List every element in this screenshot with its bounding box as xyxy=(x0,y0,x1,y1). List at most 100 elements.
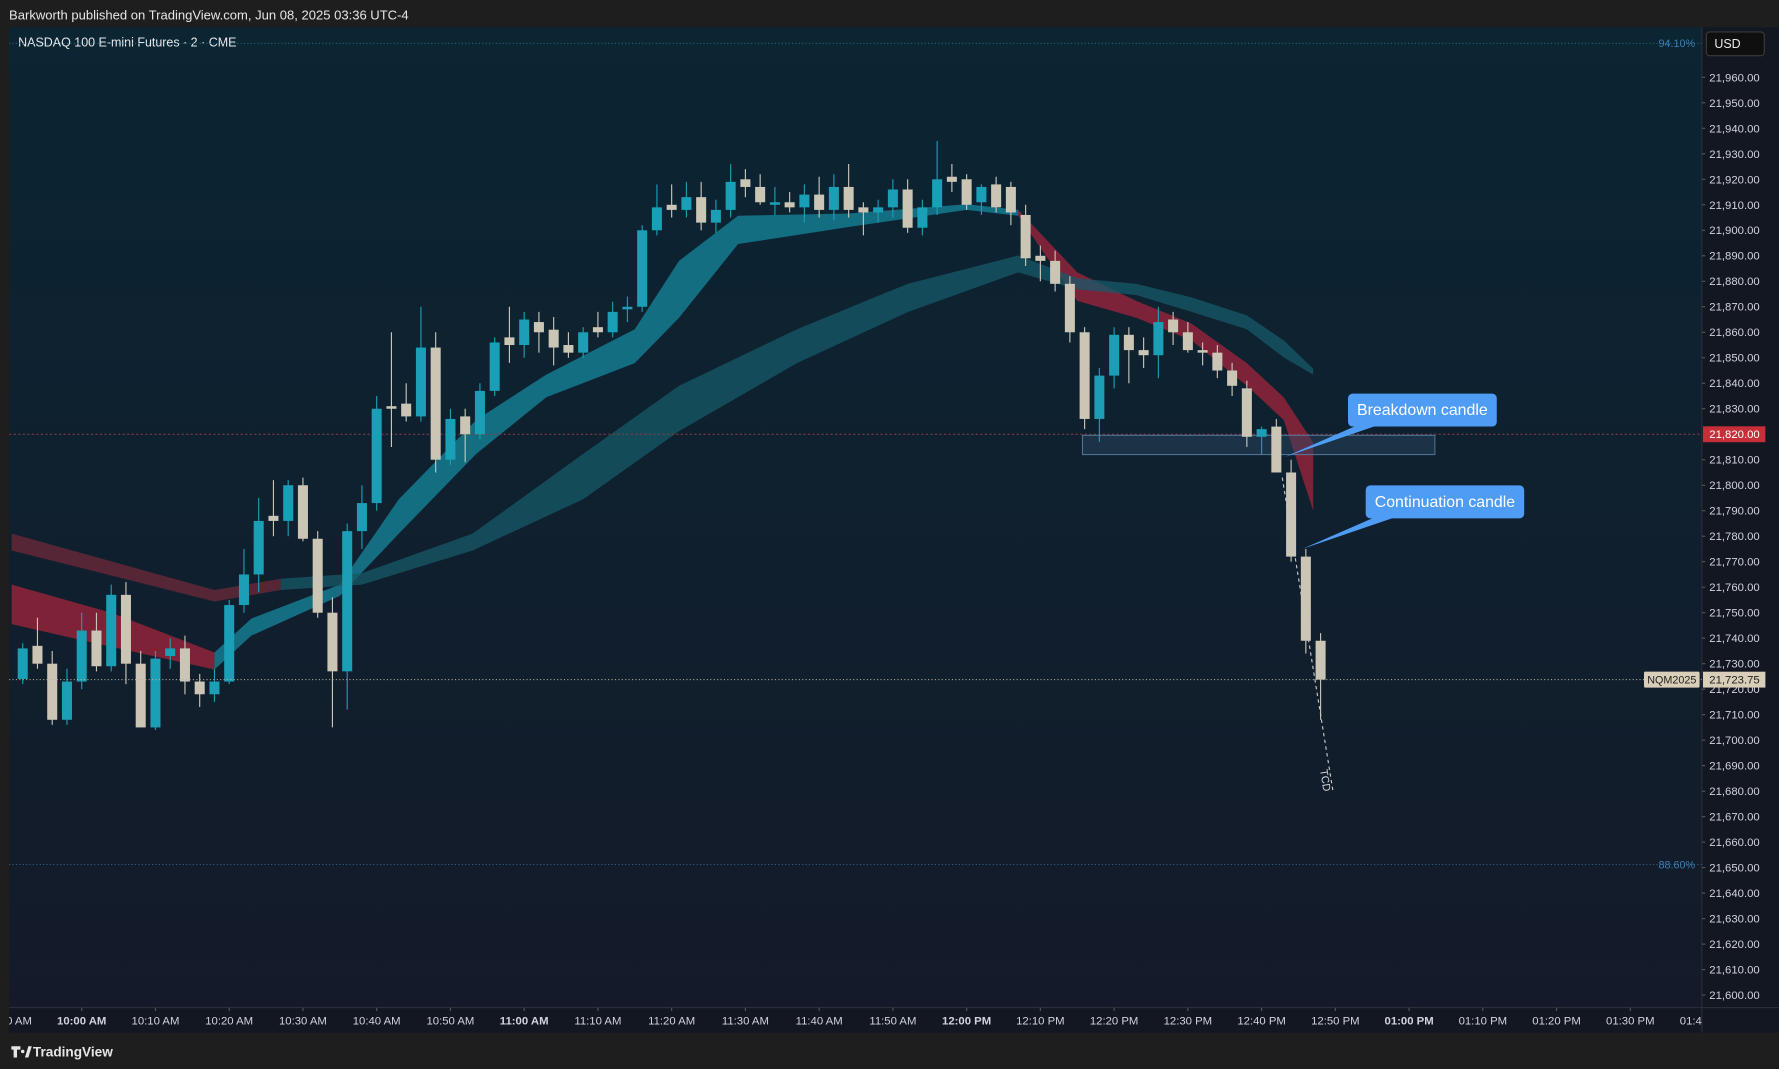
candle-body xyxy=(799,194,810,208)
y-tick-label: 21,860.00 xyxy=(1709,327,1759,339)
y-tick-label: 21,800.00 xyxy=(1709,480,1759,492)
candle-body xyxy=(445,418,456,460)
y-tick-label: 21,850.00 xyxy=(1709,353,1759,365)
candle-body xyxy=(563,345,574,353)
candle-body xyxy=(268,515,279,521)
y-tick-label: 21,740.00 xyxy=(1709,633,1759,645)
price-axis xyxy=(1701,27,1779,1033)
candle-body xyxy=(1094,375,1105,419)
y-tick-label: 21,770.00 xyxy=(1709,557,1759,569)
candle-body xyxy=(1271,426,1282,473)
candle-body xyxy=(740,179,751,187)
y-tick-label: 21,630.00 xyxy=(1709,914,1759,926)
candle-body xyxy=(179,648,190,682)
candle-body xyxy=(150,658,161,728)
candle-body xyxy=(1197,350,1208,353)
y-tick-label: 21,660.00 xyxy=(1709,837,1759,849)
x-tick-label: 11:40 AM xyxy=(796,1016,843,1028)
candle-body xyxy=(548,329,559,348)
candle-body xyxy=(489,342,500,391)
candle-body xyxy=(1079,332,1090,419)
x-tick-label: 12:30 PM xyxy=(1164,1016,1212,1028)
candle-body xyxy=(1315,640,1326,680)
y-tick-label: 21,620.00 xyxy=(1709,939,1759,951)
y-tick-label: 21,780.00 xyxy=(1709,531,1759,543)
candle-body xyxy=(578,332,589,353)
x-tick-label: 01:10 PM xyxy=(1459,1016,1507,1028)
candle-body xyxy=(784,202,795,208)
trend-line xyxy=(1281,477,1334,793)
x-tick-label: 01:30 PM xyxy=(1606,1016,1655,1028)
candle-body xyxy=(1020,214,1031,259)
trend-label: TCD xyxy=(1317,768,1332,792)
x-tick-label: 10:10 AM xyxy=(132,1016,180,1028)
candle-body xyxy=(976,186,987,203)
y-tick-label: 21,710.00 xyxy=(1709,710,1759,722)
level-price-label: 21,820.00 xyxy=(1709,429,1759,441)
candle-body xyxy=(666,204,677,210)
plot: 94.10% 88.60% TCD Breakdown candle Continuat… xyxy=(9,38,1702,872)
y-tick-label: 21,910.00 xyxy=(1709,200,1759,212)
y-tick-label: 21,670.00 xyxy=(1709,812,1759,824)
candle-body xyxy=(1300,556,1311,641)
x-tick-label: 12:10 PM xyxy=(1016,1016,1065,1028)
x-tick-label: 01:40 PM xyxy=(1680,1016,1728,1028)
candle-body xyxy=(327,612,338,672)
y-tick-label: 21,890.00 xyxy=(1709,251,1759,263)
candle-body xyxy=(1005,186,1016,213)
x-axis: 09:50 AM 10:00 AM 10:10 AM 10:20 AM 10:30 AM… xyxy=(0,1007,1728,1028)
candle-body xyxy=(607,311,618,333)
candle-body xyxy=(415,347,426,417)
last-price-tag xyxy=(1702,671,1766,688)
x-tick-label: 12:50 PM xyxy=(1311,1016,1360,1028)
candle-body xyxy=(946,176,957,182)
candle-body xyxy=(755,186,766,203)
candle-body xyxy=(504,337,515,346)
percent-label: 88.60% xyxy=(1659,860,1696,872)
candle-body xyxy=(32,645,43,664)
candle-body xyxy=(902,189,913,228)
candle-body xyxy=(194,681,205,695)
x-tick-label: 11:20 AM xyxy=(648,1016,695,1028)
candle-body xyxy=(991,184,1002,208)
candle-body xyxy=(1212,352,1223,371)
publish-info: Barkworth published on TradingView.com, … xyxy=(9,7,409,22)
candle-body xyxy=(165,648,176,657)
candle-body xyxy=(1123,334,1134,351)
x-tick-label: 11:30 AM xyxy=(722,1016,769,1028)
candle-body xyxy=(342,531,353,672)
x-tick-label: 11:10 AM xyxy=(574,1016,621,1028)
candle-body xyxy=(401,403,412,417)
currency-button[interactable] xyxy=(1705,31,1765,57)
x-tick-label: 09:50 AM xyxy=(0,1016,32,1028)
candle-body xyxy=(932,179,943,208)
y-tick-label: 21,650.00 xyxy=(1709,863,1759,875)
candle-body xyxy=(1256,429,1267,437)
y-tick-label: 21,600.00 xyxy=(1709,990,1759,1002)
level-price-tag xyxy=(1702,426,1766,443)
candle-body xyxy=(843,186,854,210)
y-tick-label: 21,700.00 xyxy=(1709,735,1759,747)
y-tick-label: 21,960.00 xyxy=(1709,72,1759,84)
x-tick-label: 12:00 PM xyxy=(942,1016,991,1028)
candle-body xyxy=(91,630,102,667)
x-tick-label: 01:00 PM xyxy=(1385,1016,1434,1028)
candle-body xyxy=(1050,260,1061,284)
candle-body xyxy=(224,605,235,682)
y-tick-label: 21,790.00 xyxy=(1709,506,1759,518)
y-tick-label: 21,940.00 xyxy=(1709,123,1759,135)
candle-body xyxy=(356,503,367,532)
candle-body xyxy=(917,207,928,228)
candle-body xyxy=(873,207,884,213)
callout-text: Breakdown candle xyxy=(1357,402,1488,419)
y-axis: 21,600.00 21,610.00 21,620.00 21,630.00 21,6… xyxy=(1643,72,1766,1002)
y-tick-label: 21,690.00 xyxy=(1709,761,1759,773)
y-tick-label: 21,930.00 xyxy=(1709,149,1759,161)
candle-body xyxy=(209,681,220,695)
candle-body xyxy=(371,408,382,504)
candle-body xyxy=(135,663,146,728)
x-tick-label: 10:20 AM xyxy=(205,1016,253,1028)
x-tick-label: 10:30 AM xyxy=(279,1016,327,1028)
